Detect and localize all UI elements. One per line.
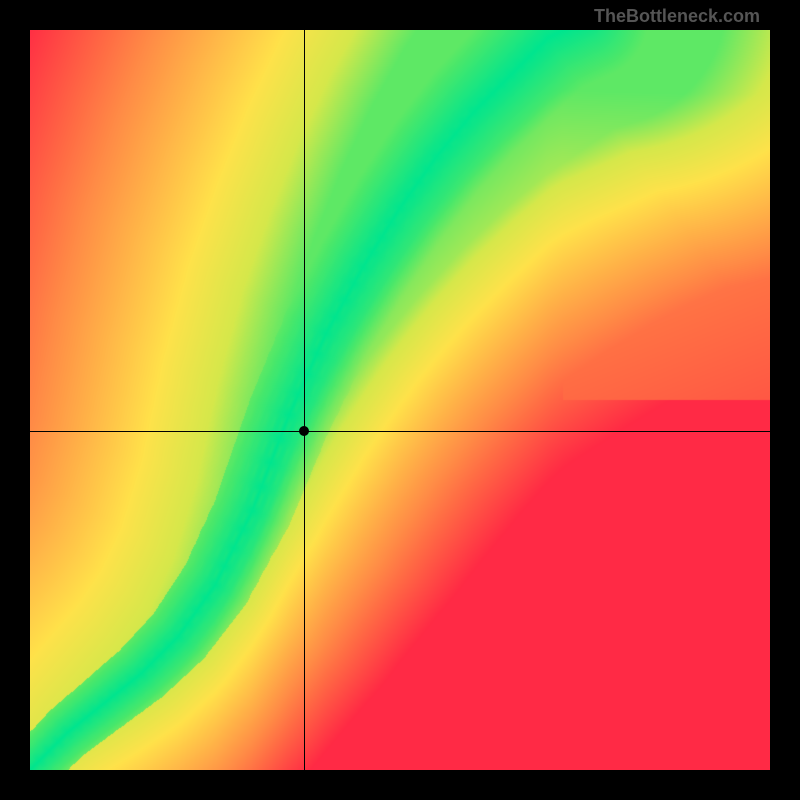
heatmap-canvas — [30, 30, 770, 770]
crosshair-vertical — [304, 30, 305, 770]
crosshair-horizontal — [30, 431, 770, 432]
watermark-text: TheBottleneck.com — [594, 6, 760, 27]
crosshair-marker — [299, 426, 309, 436]
plot-area — [30, 30, 770, 770]
